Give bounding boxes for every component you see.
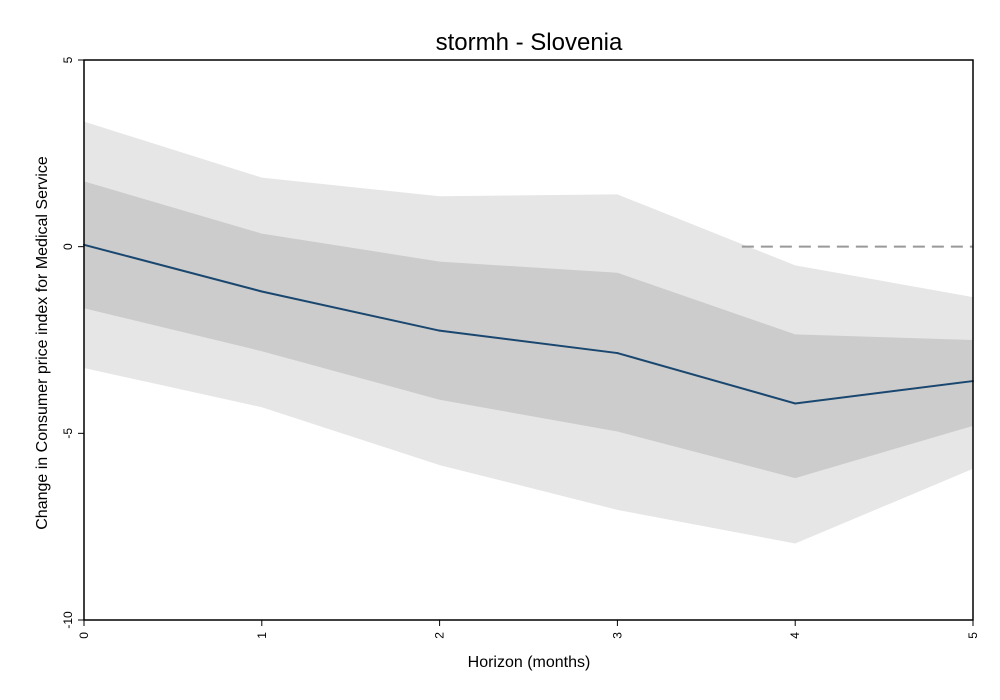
x-tick-label: 4 bbox=[788, 632, 802, 639]
x-tick-label: 1 bbox=[255, 632, 269, 639]
x-tick-label: 0 bbox=[77, 632, 91, 639]
data-point bbox=[794, 402, 797, 405]
series-line bbox=[83, 243, 974, 405]
x-tick-label: 2 bbox=[433, 632, 447, 639]
y-axis-label: Change in Consumer price index for Medic… bbox=[34, 156, 51, 530]
data-point bbox=[616, 352, 619, 355]
y-tick-label: 0 bbox=[61, 243, 75, 250]
x-tick-label: 5 bbox=[966, 632, 980, 639]
y-tick-label: -5 bbox=[61, 428, 75, 439]
confidence-band-inner bbox=[84, 181, 973, 479]
confidence-bands bbox=[84, 121, 973, 544]
y-tick-label: -10 bbox=[61, 611, 75, 629]
data-point bbox=[438, 329, 441, 332]
plot-frame bbox=[83, 59, 974, 621]
x-tick-label: 3 bbox=[610, 632, 624, 639]
data-point bbox=[260, 290, 263, 293]
y-tick-label: 5 bbox=[61, 56, 75, 63]
x-axis-label: Horizon (months) bbox=[468, 654, 591, 671]
chart-title: stormh - Slovenia bbox=[436, 29, 623, 56]
axes: 0 1 2 3 4 5 5 0 -5 -10 bbox=[61, 56, 980, 638]
